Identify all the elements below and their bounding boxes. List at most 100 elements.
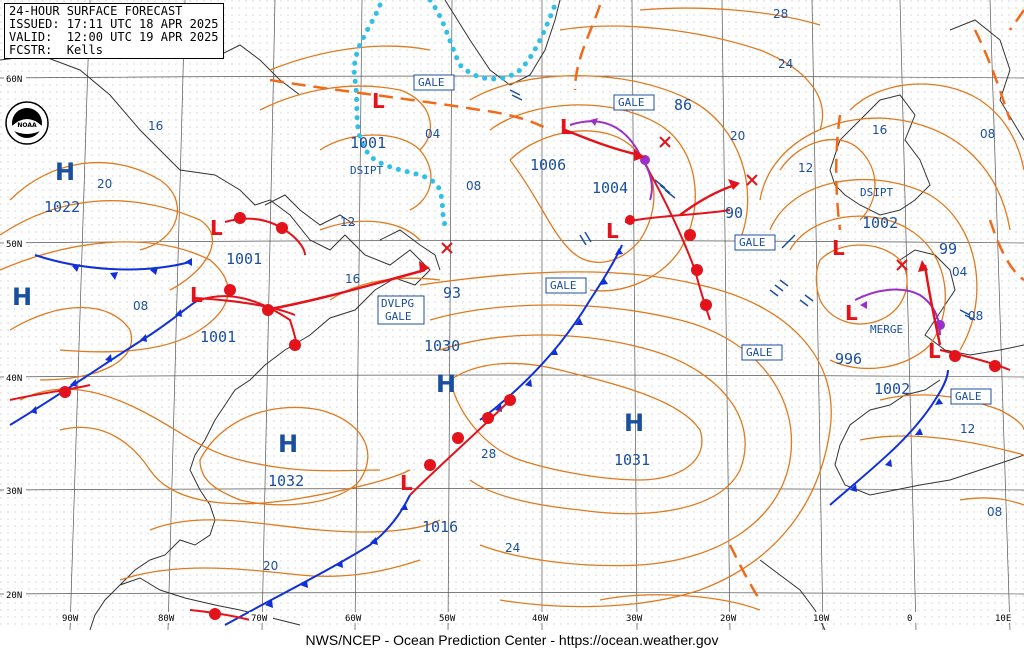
isobar-label: 04 <box>425 127 440 141</box>
map-background <box>0 0 1024 630</box>
dissipating-tag: DSIPT <box>860 186 893 199</box>
high-pressure-value: 1022 <box>44 198 80 216</box>
isobar-label: 16 <box>872 123 887 137</box>
low-center: L <box>832 236 845 260</box>
isobar-labels: 16 20 08 16 12 04 08 28 24 20 12 16 08 2… <box>97 7 1002 573</box>
low-pressure-value: 1001 <box>200 328 236 346</box>
low-pressure-value: 1001 <box>350 134 386 152</box>
lon-label-40w: 40W <box>532 614 549 624</box>
lon-label-50w: 50W <box>439 614 456 624</box>
meridian-90w <box>69 0 91 631</box>
gale-tag: GALE <box>746 346 773 359</box>
coast-british-isles <box>829 94 931 216</box>
troughs <box>269 4 1024 601</box>
isobar-label: 08 <box>987 505 1002 519</box>
warning-tags: GALE GALE GALE GALE GALE GALE DVLPG GALE… <box>350 74 992 405</box>
isobar-label: 04 <box>952 265 967 279</box>
warm-front-pips <box>59 212 1001 620</box>
lat-label-50n: 50N <box>6 240 22 250</box>
isobar-label: 08 <box>980 127 995 141</box>
isobar-label: 20 <box>263 559 278 573</box>
isobar-label: 28 <box>773 7 788 21</box>
lat-label-30n: 30N <box>6 487 22 497</box>
high-center: H <box>278 430 298 458</box>
lon-label-70w: 70W <box>251 614 268 624</box>
cold-front-pips <box>30 248 943 608</box>
isobar-label: 24 <box>778 57 793 71</box>
wind-barbs <box>509 89 976 321</box>
low-center: L <box>845 301 858 325</box>
low-pressure-value: 1004 <box>592 179 628 197</box>
lon-label-0: 0 <box>907 614 912 624</box>
low-center: L <box>190 283 203 307</box>
low-pressure-value: 996 <box>835 350 862 368</box>
isobar-label: 16 <box>345 272 360 286</box>
coast-iberia-africa <box>834 379 1024 496</box>
merge-tag: MERGE <box>870 323 903 336</box>
position-markers <box>441 136 908 271</box>
gale-tag: GALE <box>618 96 645 109</box>
low-center: L <box>606 219 619 243</box>
gale-tag: GALE <box>739 236 766 249</box>
lat-label-20n: 20N <box>6 591 22 601</box>
coast-greenland <box>444 0 561 86</box>
high-pressure-value: 1030 <box>424 337 460 355</box>
meridian-0 <box>899 0 917 631</box>
forecast-pressure: 90 <box>725 204 743 222</box>
storm-tracks <box>264 128 942 346</box>
low-pressure-value: 1006 <box>530 156 566 174</box>
low-pressure-value: 1002 <box>874 380 910 398</box>
coast-north-america <box>0 54 431 631</box>
parallel-30n <box>0 488 1024 491</box>
meridian-60w <box>354 0 363 631</box>
footer-credit: NWS/NCEP - Ocean Prediction Center - htt… <box>305 632 719 648</box>
lat-label-60n: 60N <box>6 75 22 85</box>
isobar-label: 08 <box>466 179 481 193</box>
low-pressure-value: 1016 <box>422 518 458 536</box>
lon-label-60w: 60W <box>345 614 362 624</box>
parallel-20n <box>0 592 1024 595</box>
coast-newfoundland <box>379 229 441 271</box>
lon-label-30w: 30W <box>626 614 643 624</box>
ice-edge <box>351 0 558 233</box>
isobar-label: 20 <box>97 177 112 191</box>
parallel-50n <box>0 240 1024 244</box>
lon-label-80w: 80W <box>158 614 175 624</box>
lat-labels: 60N 50N 40N 30N 20N <box>4 73 26 601</box>
isobar-label: 20 <box>730 129 745 143</box>
forecast-pressures: 93 86 90 99 <box>443 96 957 302</box>
isobar-label: 16 <box>148 119 163 133</box>
parallel-40n <box>0 374 1024 378</box>
high-center: H <box>624 409 644 437</box>
dissipating-tag: DSIPT <box>350 164 383 177</box>
header-title: 24-HOUR SURFACE FORECAST <box>9 4 183 18</box>
low-pressure-value: 1002 <box>862 214 898 232</box>
forecast-header: 24-HOUR SURFACE FORECAST ISSUED: 17:11 UT… <box>4 3 224 59</box>
low-center: L <box>400 471 413 495</box>
isobar-label: 12 <box>340 215 355 229</box>
meridian-10e <box>989 0 1011 631</box>
isobar-label: 28 <box>481 447 496 461</box>
isobar-label: 24 <box>505 541 520 555</box>
isobar-label: 12 <box>798 161 813 175</box>
meridian-20w <box>721 0 731 631</box>
high-pressure-value: 1032 <box>268 472 304 490</box>
header-forecaster: FCSTR: Kells <box>9 43 103 57</box>
gale-tag: GALE <box>550 279 577 292</box>
low-center: L <box>928 339 941 363</box>
high-pressure-value: 1031 <box>614 451 650 469</box>
low-center: L <box>372 89 385 113</box>
low-pressure-systems: L 1001 L 1001 L 1001 L 1006 L 1004 L 101… <box>190 89 941 536</box>
isobar-label: 08 <box>133 299 148 313</box>
lon-label-90w: 90W <box>62 614 79 624</box>
forecast-pressure: 99 <box>939 240 957 258</box>
noaa-logo: NOAA <box>5 101 49 145</box>
gale-tag: GALE <box>418 76 445 89</box>
coast-france <box>899 249 1024 356</box>
lon-label-10w: 10W <box>813 614 830 624</box>
occluded-pips <box>590 118 945 330</box>
developing-tag: DVLPG <box>381 297 414 310</box>
coast-scandinavia <box>949 19 1024 141</box>
